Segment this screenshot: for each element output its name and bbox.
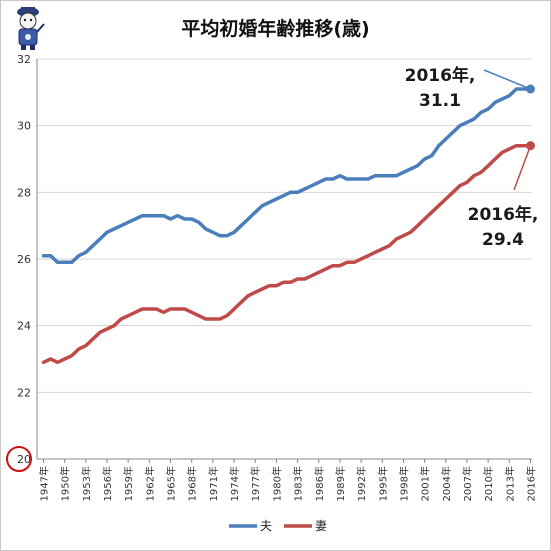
x-tick-label: 1986年 [313, 466, 326, 501]
annotation-label: 2016年, [468, 204, 539, 225]
x-tick-label: 2007年 [461, 466, 474, 501]
legend-label: 妻 [315, 519, 327, 533]
y-tick-label: 26 [17, 253, 31, 266]
y-tick-label: 28 [17, 186, 31, 199]
x-tick-label: 1983年 [292, 466, 305, 501]
x-tick-label: 1962年 [143, 466, 156, 501]
series-line-妻 [41, 143, 533, 365]
x-tick-label: 1947年 [38, 466, 51, 501]
y-tick-label: 22 [17, 386, 31, 399]
series-line-夫 [41, 87, 533, 265]
x-tick-label: 1995年 [376, 466, 389, 501]
y-tick-label: 20 [17, 453, 31, 466]
y-axis-ticks: 20 22 24 26 28 30 32 [6, 53, 32, 472]
x-tick-label: 1992年 [355, 466, 368, 501]
gridlines [37, 58, 532, 393]
annotation-value: 31.1 [419, 91, 461, 111]
y-tick-label: 30 [17, 120, 31, 133]
x-tick-label: 2001年 [419, 466, 432, 501]
x-tick-label: 2004年 [440, 466, 453, 501]
x-tick-label: 1980年 [270, 466, 283, 501]
annotation-label: 2016年, [405, 65, 476, 86]
annotation-leader [483, 69, 531, 90]
x-tick-label: 1953年 [80, 466, 93, 501]
x-tick-label: 1959年 [122, 466, 135, 501]
x-tick-label: 1968年 [186, 466, 199, 501]
x-tick-label: 1974年 [228, 466, 241, 501]
x-tick-label: 1998年 [397, 466, 410, 501]
y-tick-label: 24 [17, 320, 31, 333]
x-tick-label: 1965年 [165, 466, 178, 501]
y-tick-label: 32 [17, 53, 31, 66]
axes [36, 59, 532, 460]
annotation-leader [513, 145, 532, 191]
legend-label: 夫 [260, 519, 272, 533]
highlight-circle [6, 446, 32, 472]
x-tick-label: 2013年 [503, 466, 516, 501]
x-tick-label: 2016年 [525, 466, 538, 501]
x-tick-label: 1950年 [59, 466, 72, 501]
x-tick-label: 1956年 [101, 466, 114, 501]
series-lines [41, 84, 535, 365]
x-axis-ticks: 1947年 1950年 1953年 1956年 1959年 1962年 1965年 1968年… [38, 459, 538, 501]
x-tick-label: 2010年 [482, 466, 495, 501]
annotations: 2016年, 31.1 2016年, 29.4 [405, 65, 539, 250]
legend: 夫妻 [229, 519, 327, 533]
mascot-icon [17, 7, 45, 50]
x-tick-label: 1971年 [207, 466, 220, 501]
x-tick-label: 1989年 [334, 466, 347, 501]
chart-title: 平均初婚年齢推移(歳) [181, 18, 370, 40]
annotation-value: 29.4 [482, 230, 524, 250]
x-tick-label: 1977年 [249, 466, 262, 501]
